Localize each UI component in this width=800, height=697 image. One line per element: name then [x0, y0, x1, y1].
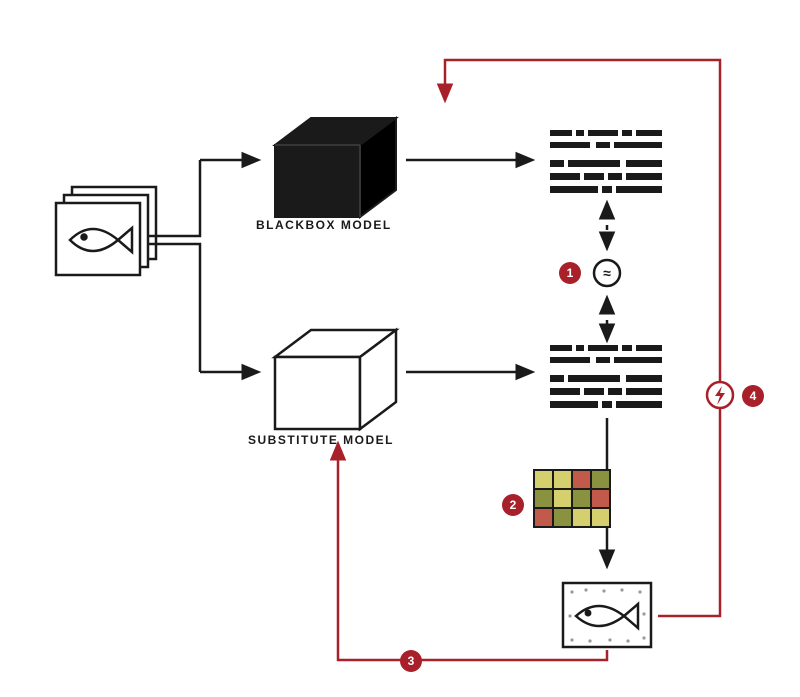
badge-4: 4: [742, 385, 764, 407]
approx-icon: ≈: [594, 260, 620, 286]
svg-text:≈: ≈: [603, 265, 611, 281]
badge-3: 3: [400, 650, 422, 672]
badge-1: 1: [559, 262, 581, 284]
badge-2: 2: [502, 494, 524, 516]
substitute-label: SUBSTITUTE MODEL: [248, 433, 394, 447]
substitute-output: [550, 345, 662, 408]
substitute-cube: [275, 330, 396, 429]
blackbox-cube: [275, 118, 396, 217]
blackbox-label: BLACKBOX MODEL: [256, 218, 392, 232]
input-stack: [56, 187, 156, 275]
blackbox-output: [550, 130, 662, 193]
diagram-svg: ≈: [0, 0, 800, 697]
perturbation-grid: [534, 470, 610, 527]
attack-icon: [707, 382, 733, 408]
adversarial-image: [563, 583, 651, 647]
